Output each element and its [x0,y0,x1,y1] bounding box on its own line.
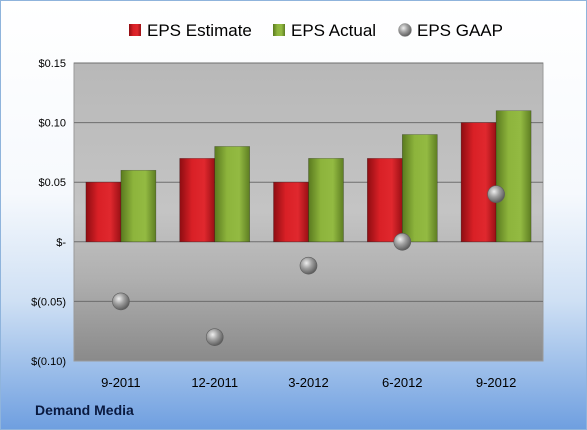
x-tick-label: 9-2011 [101,375,141,390]
bar-eps-actual [495,110,532,243]
gaap-point [393,233,412,251]
gaap-point [112,292,130,311]
bar-eps-estimate [85,181,122,243]
y-tick-label: $0.05 [38,177,66,189]
gaap-point [299,256,318,275]
bar-eps-estimate [273,181,309,243]
legend-label: EPS GAAP [417,21,503,40]
bar-eps-actual [401,134,438,243]
bar-eps-actual [214,146,250,243]
legend-swatch [273,24,285,36]
x-tick-label: 3-2012 [288,375,328,390]
gaap-points [112,185,505,346]
x-tick-label: 12-2011 [191,375,238,390]
x-tick-label: 9-2012 [476,375,516,390]
bar-eps-actual [120,169,157,243]
y-tick-label: $- [56,237,66,249]
bar-eps-estimate [179,158,215,243]
y-axis-tick-labels: $0.15 $0.10 $0.05 $- $(0.05) $(0.10) [31,58,66,368]
company-name: Demand Media [35,402,134,418]
bar-eps-estimate [366,158,403,243]
legend-label: EPS Estimate [147,21,252,40]
gaap-point [205,328,224,346]
y-tick-label: $(0.10) [31,356,66,368]
legend-label: EPS Actual [291,21,376,40]
legend: EPS Estimate EPS Actual EPS GAAP [129,21,503,40]
legend-swatch [129,24,141,36]
x-axis-tick-labels: 9-2011 12-2011 3-2012 6-2012 9-2012 [101,375,516,390]
bars [85,110,532,243]
y-tick-label: $0.10 [38,118,66,130]
y-tick-label: $0.15 [38,58,66,70]
bar-eps-actual [308,158,344,243]
gaap-point [487,185,505,203]
x-tick-label: 6-2012 [382,375,422,390]
bar-eps-estimate [460,122,497,243]
legend-swatch [398,23,412,37]
y-tick-label: $(0.05) [31,296,66,308]
